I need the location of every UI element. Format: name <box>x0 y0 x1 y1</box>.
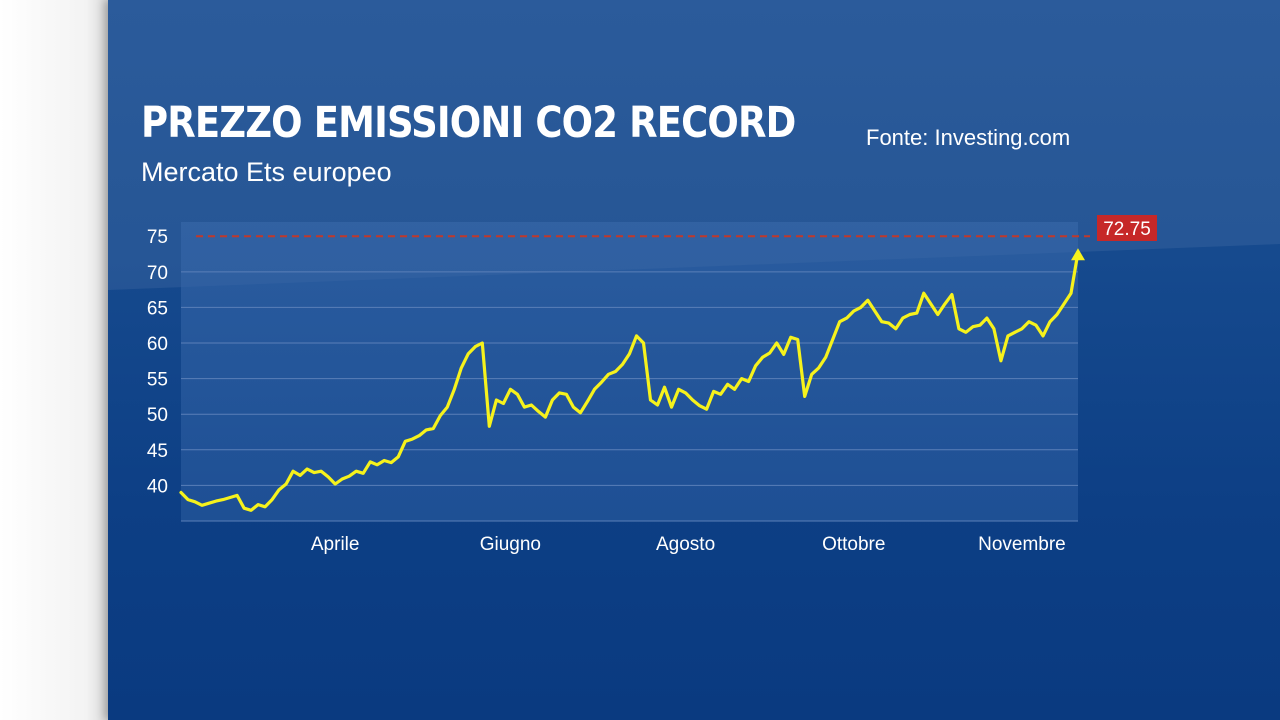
left-margin-strip <box>0 0 108 720</box>
source-credit: Fonte: Investing.com <box>866 125 1071 150</box>
x-axis-months: Aprile Giugno Agosto Ottobre Novembre <box>311 534 1066 555</box>
x-month-label: Aprile <box>311 534 360 555</box>
highlight-wedge <box>108 0 1280 290</box>
y-tick-label: 50 <box>147 405 168 426</box>
plot-area <box>181 222 1078 521</box>
record-callout: 72.75 <box>1097 215 1157 241</box>
x-month-label: Giugno <box>480 534 541 555</box>
y-tick-label: 70 <box>147 263 168 284</box>
gridlines <box>181 271 1078 522</box>
series-end-arrow <box>1071 248 1085 261</box>
x-month-label: Novembre <box>978 534 1066 555</box>
y-tick-label: 75 <box>147 227 168 248</box>
y-tick-label: 60 <box>147 334 168 355</box>
y-axis-ticks: 40 45 50 55 60 65 70 75 <box>147 227 168 497</box>
chart-title: PREZZO EMISSIONI CO2 RECORD <box>141 98 796 148</box>
co2-price-line <box>179 250 1080 512</box>
y-tick-label: 40 <box>147 476 168 497</box>
x-month-label: Agosto <box>656 534 715 555</box>
chart-subtitle: Mercato Ets europeo <box>141 157 392 187</box>
record-callout-value: 72.75 <box>1103 219 1151 240</box>
y-tick-label: 65 <box>147 298 168 319</box>
record-callout-box <box>1097 215 1157 241</box>
x-month-label: Ottobre <box>822 534 885 555</box>
y-tick-label: 55 <box>147 370 168 391</box>
y-tick-label: 45 <box>147 441 168 462</box>
